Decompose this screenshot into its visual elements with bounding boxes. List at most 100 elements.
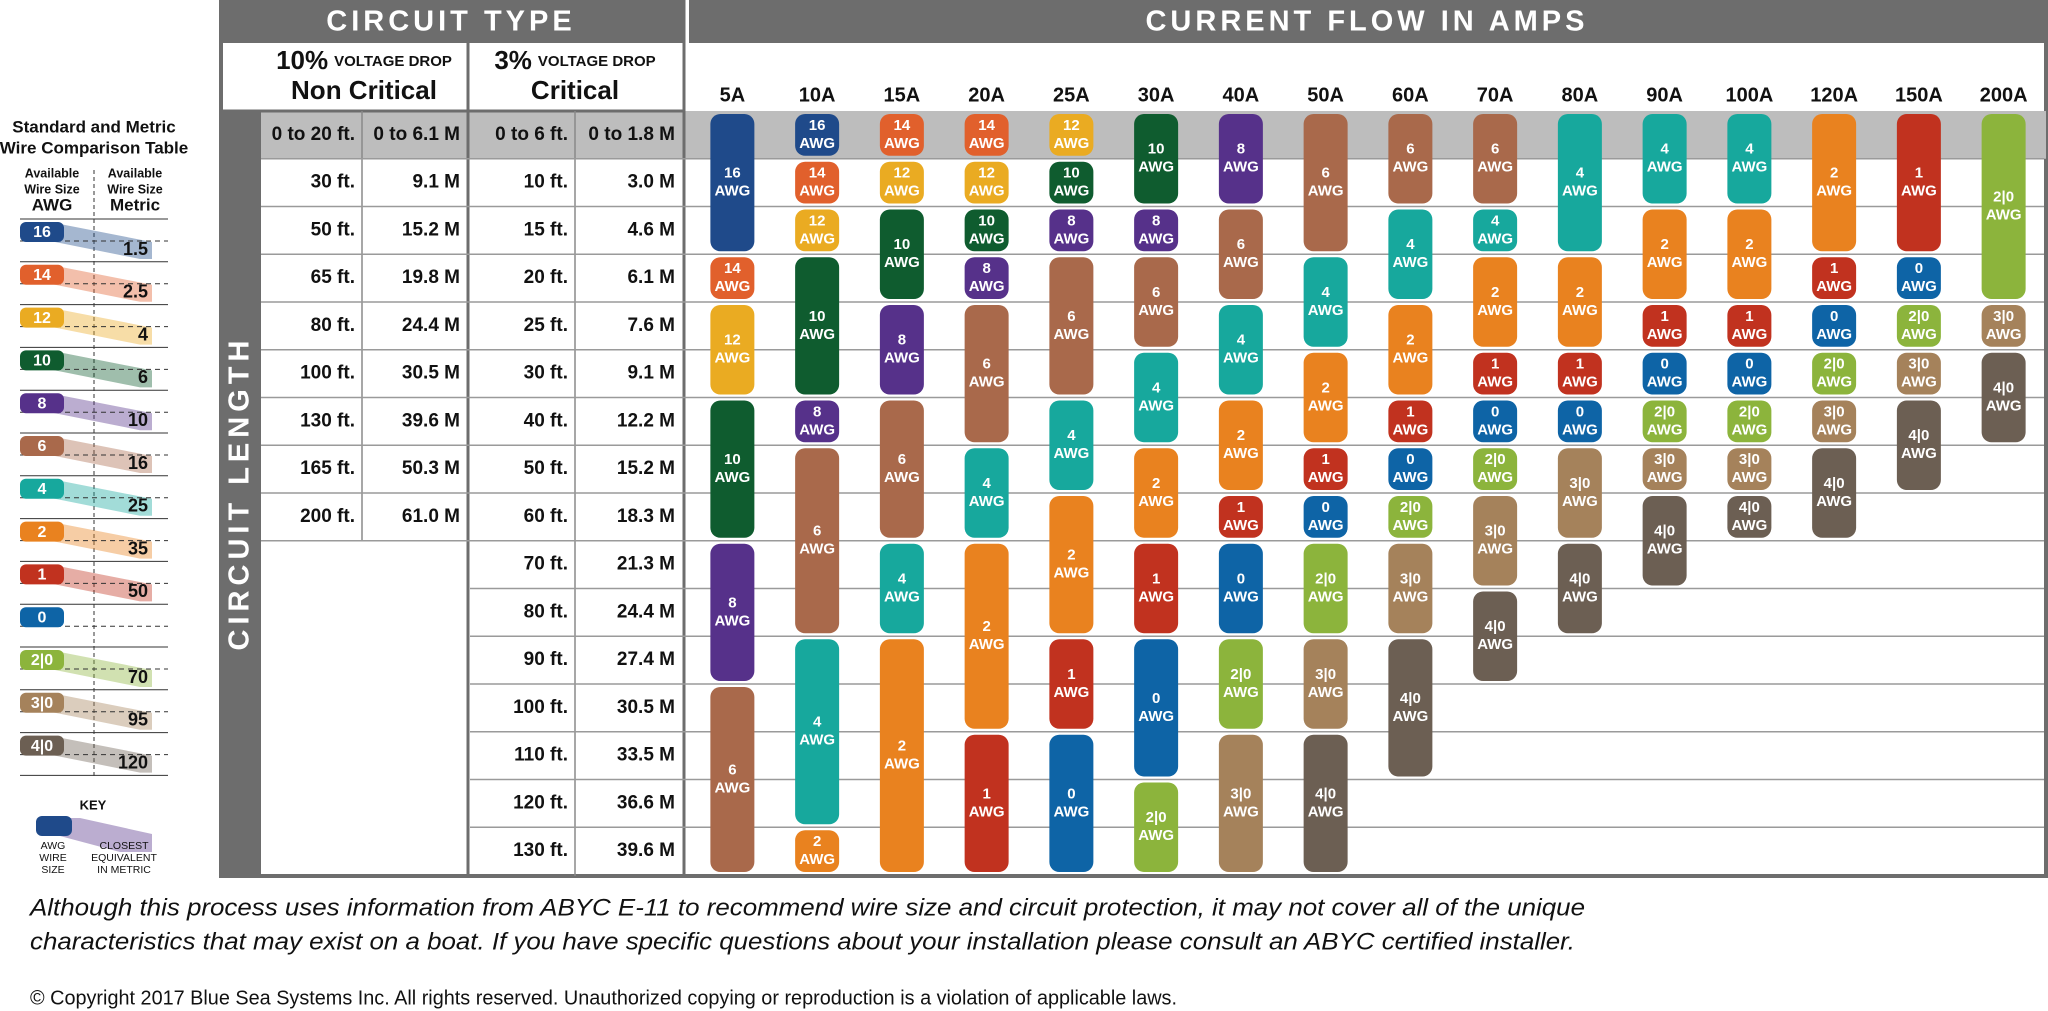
length-feet: 60 ft.	[524, 506, 568, 527]
wire-segment	[1812, 305, 1857, 347]
wire-unit: AWG	[1138, 230, 1174, 247]
wire-gauge: 4	[1321, 284, 1330, 301]
wire-gauge: 8	[1152, 212, 1160, 229]
length-feet: 30 ft.	[524, 363, 568, 384]
wire-unit: AWG	[1138, 397, 1174, 414]
wire-segment	[1134, 639, 1179, 777]
wire-segment	[1727, 400, 1772, 443]
wire-segment	[1303, 257, 1348, 347]
wire-gauge: 6	[1321, 165, 1329, 182]
amp-label: 90A	[1646, 84, 1683, 106]
wire-segment	[795, 257, 840, 395]
criticality-label: Non Critical	[291, 75, 437, 105]
wire-gauge: 1	[1067, 666, 1075, 683]
wire-gauge: 0	[1576, 403, 1584, 420]
wire-unit: AWG	[1138, 159, 1174, 176]
length-meters: 0 to 1.8 M	[588, 124, 675, 145]
legend-gauge: 6	[38, 438, 47, 455]
wire-segment	[1218, 496, 1263, 538]
wire-gauge: 10	[724, 451, 741, 468]
wire-unit: AWG	[969, 803, 1005, 820]
criticality-label: Critical	[531, 75, 619, 105]
wire-unit: AWG	[1562, 493, 1598, 510]
wire-unit: AWG	[1986, 397, 2022, 414]
wire-unit: AWG	[1392, 350, 1428, 367]
wire-gauge: 10	[894, 236, 911, 253]
wire-unit: AWG	[884, 588, 920, 605]
wire-unit: AWG	[884, 350, 920, 367]
legend-swatch	[20, 478, 64, 499]
wire-segment	[1303, 639, 1348, 729]
wire-segment	[1134, 257, 1179, 347]
wire-unit: AWG	[1562, 588, 1598, 605]
legend-metric: 1.5	[123, 239, 148, 259]
amp-label: 5A	[720, 84, 746, 106]
wire-segment	[964, 305, 1009, 443]
drop-header: 10% VOLTAGE DROP	[276, 45, 452, 75]
wire-gauge: 2	[1745, 236, 1753, 253]
wire-gauge: 1	[1576, 356, 1584, 373]
wire-unit: AWG	[1731, 254, 1767, 271]
wire-gauge: 2	[898, 738, 906, 755]
length-meters: 19.8 M	[402, 267, 460, 288]
wire-segment	[1303, 496, 1348, 538]
legend-gauge: 2	[38, 524, 47, 541]
wire-gauge: 3|0	[1315, 666, 1336, 683]
length-meters: 61.0 M	[402, 506, 460, 527]
wire-unit: AWG	[1477, 469, 1513, 486]
wire-gauge: 8	[1237, 141, 1245, 158]
length-feet: 130 ft.	[300, 410, 355, 431]
wire-gauge: 6	[813, 523, 821, 540]
wire-unit: AWG	[714, 469, 750, 486]
wire-unit: AWG	[884, 254, 920, 271]
wire-unit: AWG	[1223, 684, 1259, 701]
length-feet: 100 ft.	[300, 363, 355, 384]
wire-gauge: 2	[1406, 332, 1414, 349]
legend-title: Wire Comparison Table	[0, 138, 188, 157]
wire-gauge: 0	[1830, 308, 1838, 325]
wire-unit: AWG	[1731, 326, 1767, 343]
length-feet: 110 ft.	[514, 745, 568, 766]
wire-gauge: 2|0	[1400, 499, 1421, 516]
wire-segment	[1049, 734, 1094, 872]
wire-gauge: 10	[978, 212, 995, 229]
wire-gauge: 6	[1491, 141, 1499, 158]
wire-gauge: 2|0	[1824, 356, 1845, 373]
length-feet: 80 ft.	[524, 601, 568, 622]
wire-segment	[1981, 114, 2026, 299]
wire-segment	[1218, 543, 1263, 634]
wire-unit: AWG	[1138, 493, 1174, 510]
wire-gauge: 0	[1745, 356, 1753, 373]
length-feet: 40 ft.	[524, 410, 568, 431]
wire-gauge: 4	[1745, 141, 1754, 158]
wire-unit: AWG	[1477, 421, 1513, 438]
length-meters: 9.1 M	[627, 363, 675, 384]
wire-unit: AWG	[799, 326, 835, 343]
wire-gauge: 4	[1660, 141, 1669, 158]
length-feet: 100 ft.	[513, 697, 568, 718]
wire-segment	[1134, 448, 1179, 538]
wire-segment	[1388, 305, 1433, 395]
key-metric: EQUIVALENT	[91, 852, 157, 864]
amp-label: 10A	[799, 84, 836, 106]
wire-unit: AWG	[1477, 374, 1513, 391]
length-feet: 50 ft.	[524, 458, 568, 479]
wire-unit: AWG	[1053, 135, 1089, 152]
wire-unit: AWG	[1308, 302, 1344, 319]
wire-unit: AWG	[1223, 350, 1259, 367]
wire-segment	[1557, 352, 1602, 395]
wire-gauge: 4|0	[1993, 379, 2014, 396]
wire-segment	[1049, 639, 1094, 729]
wire-segment	[1388, 400, 1433, 443]
length-meters: 33.5 M	[617, 745, 675, 766]
wire-segment	[1218, 305, 1263, 395]
wire-gauge: 8	[982, 260, 990, 277]
wire-gauge: 2|0	[1230, 666, 1251, 683]
length-meters: 3.0 M	[627, 172, 675, 193]
length-feet: 90 ft.	[524, 649, 568, 670]
wire-gauge: 2	[982, 618, 990, 635]
length-meters: 7.6 M	[627, 315, 675, 336]
length-feet: 200 ft.	[300, 506, 355, 527]
wire-gauge: 6	[898, 451, 906, 468]
